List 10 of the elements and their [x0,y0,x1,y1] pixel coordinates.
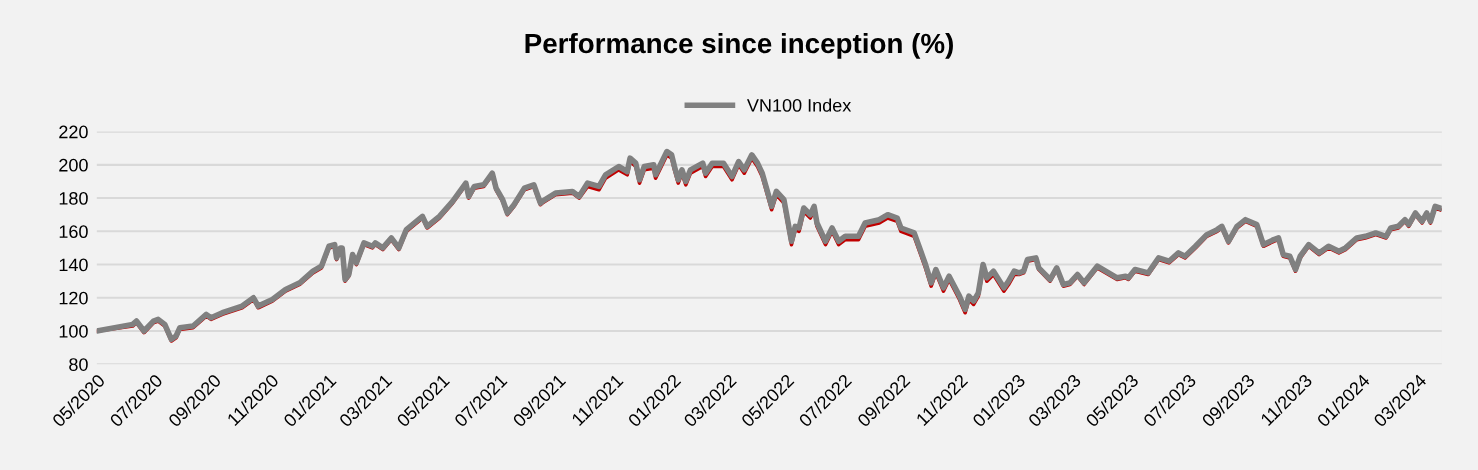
y-tick-label: 140 [59,258,88,272]
chart-title: Performance since inception (%) [525,32,953,59]
y-tick-label: 200 [59,158,88,172]
y-tick-label: 120 [59,291,88,305]
y-tick-label: 220 [59,125,88,139]
y-tick-label: 100 [59,324,88,338]
y-tick-label: 80 [69,358,88,371]
y-tick-label: 180 [59,192,88,205]
y-tick-label: 160 [59,225,88,239]
legend-label: VN100 Index [746,98,852,112]
